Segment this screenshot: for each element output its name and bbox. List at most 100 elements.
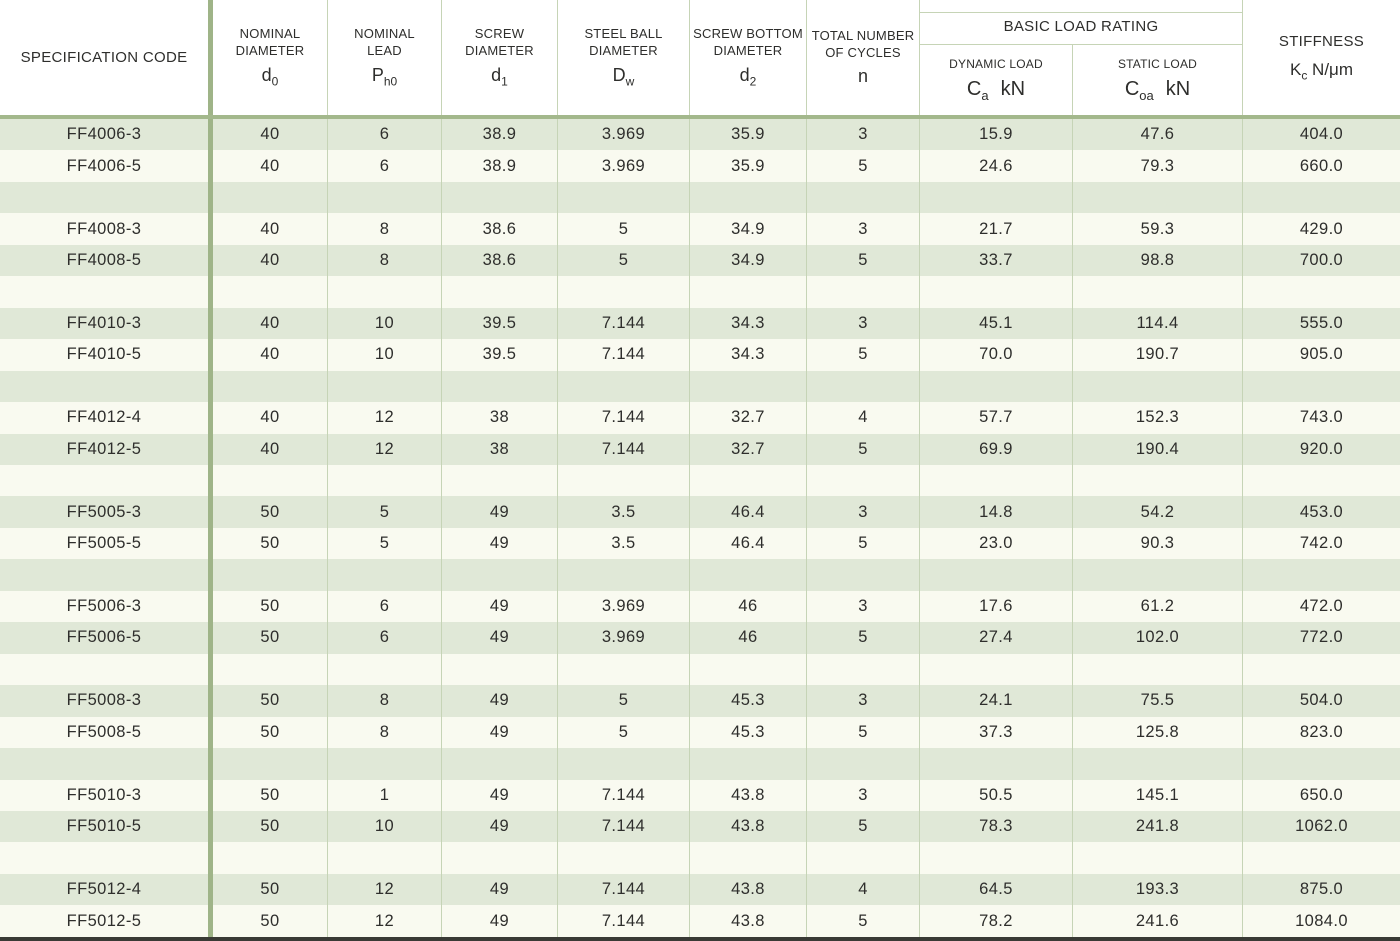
value-cell: 14.8 (920, 496, 1073, 528)
value-cell: 24.1 (920, 685, 1073, 717)
value-cell (328, 748, 442, 780)
spec-code-cell: FF4006-3 (0, 119, 213, 151)
value-cell: 33.7 (920, 244, 1073, 277)
value-cell (558, 653, 690, 686)
value-cell: 32.7 (690, 402, 807, 434)
value-cell: 743.0 (1299, 408, 1344, 427)
value-cell (558, 464, 690, 497)
value-cell (442, 559, 558, 591)
table-row: FF5005-3 50 5 49 3.5 46.4 3 14.8 54.2 453.0 (0, 496, 1400, 528)
column-header-label: NOMINAL (354, 26, 415, 42)
value-cell: 3 (807, 119, 920, 151)
table-row: FF4012-4 40 12 38 7.144 32.7 4 57.7 152.3 743.0 (0, 402, 1400, 434)
value-cell: 1084.0 (1295, 911, 1348, 930)
column-symbol: Ca kN (966, 78, 1026, 103)
spec-code-cell: FF4006-5 (0, 150, 213, 182)
value-cell: 7.144 (558, 810, 690, 843)
table-row: FF5006-3 50 6 49 3.969 46 3 17.6 61.2 472.0 (0, 590, 1400, 623)
value-cell: 12 (328, 873, 442, 906)
value-cell: 50 (213, 622, 328, 654)
value-cell: 38.9 (442, 150, 558, 182)
table-row: FF5008-3 50 8 49 5 45.3 3 24.1 75.5 504.0 (0, 685, 1400, 717)
value-cell: 40 (213, 307, 328, 340)
value-cell: 1 (328, 779, 442, 811)
value-cell: 5 (807, 339, 920, 371)
table-body: FF4006-3 40 6 38.9 3.969 35.9 3 15.9 47.6 404.0 FF… (0, 115, 1400, 941)
value-cell (213, 653, 328, 686)
value-cell (558, 181, 690, 214)
spec-code-cell (0, 653, 213, 686)
value-cell (442, 748, 558, 780)
value-cell: 8 (328, 213, 442, 245)
value-cell: 5 (807, 150, 920, 182)
table-row: FF4010-5 40 10 39.5 7.144 34.3 5 70.0 190.7 905.0 (0, 339, 1400, 371)
value-cell (442, 276, 558, 308)
column-header-label: DIAMETER (465, 43, 534, 59)
value-cell: 40 (213, 150, 328, 182)
value-cell: 5 (807, 716, 920, 749)
value-cell: 8 (328, 244, 442, 277)
value-cell (1243, 371, 1400, 402)
value-cell: 50 (213, 810, 328, 843)
value-cell (690, 181, 807, 214)
value-cell: 8 (328, 716, 442, 749)
value-cell: 50 (213, 496, 328, 528)
value-cell (328, 181, 442, 214)
column-header-label: SPECIFICATION CODE (20, 49, 188, 66)
value-cell (558, 370, 690, 403)
column-symbol: Ph0 (371, 65, 398, 89)
value-cell: 5 (807, 244, 920, 277)
table-row: FF5010-3 50 1 49 7.144 43.8 3 50.5 145.1 650.0 (0, 779, 1400, 811)
table-row: FF5008-5 50 8 49 5 45.3 5 37.3 125.8 823.0 (0, 716, 1400, 749)
value-cell (1243, 559, 1400, 590)
table-row: FF5006-5 50 6 49 3.969 46 5 27.4 102.0 772.0 (0, 622, 1400, 654)
value-cell: 34.3 (690, 307, 807, 340)
column-header-label: SCREW BOTTOM (693, 26, 803, 42)
value-cell (807, 370, 920, 403)
value-cell: 38 (442, 433, 558, 465)
value-cell (558, 559, 690, 591)
value-cell: 78.3 (920, 810, 1073, 843)
column-symbol: d1 (491, 65, 508, 89)
value-cell: 49 (442, 590, 558, 623)
spec-code-cell: FF5012-4 (0, 873, 213, 906)
column-header-nominal-lead: NOMINAL LEAD Ph0 (328, 0, 442, 115)
value-cell: 190.7 (1073, 339, 1243, 371)
value-cell: 241.6 (1073, 905, 1243, 937)
value-cell: 5 (807, 905, 920, 937)
value-cell (442, 370, 558, 403)
value-cell: 40 (213, 213, 328, 245)
spec-code-cell (0, 370, 213, 403)
value-cell: 49 (442, 622, 558, 654)
table-row: FF4006-3 40 6 38.9 3.969 35.9 3 15.9 47.6 404.0 (0, 119, 1400, 151)
column-header-nominal-diameter: NOMINAL DIAMETER d0 (213, 0, 328, 115)
value-cell: 98.8 (1073, 244, 1243, 277)
value-cell: 49 (442, 905, 558, 937)
value-cell: 3.5 (558, 496, 690, 528)
spec-code-cell: FF4012-4 (0, 402, 213, 434)
table-row: FF4006-5 40 6 38.9 3.969 35.9 5 24.6 79.3 660.0 (0, 150, 1400, 182)
column-header-steel-ball-diameter: STEEL BALL DIAMETER Dw (558, 0, 690, 115)
value-cell (213, 370, 328, 403)
value-cell (1073, 370, 1243, 403)
value-cell: 40 (213, 402, 328, 434)
value-cell (690, 748, 807, 780)
spec-code-cell (0, 276, 213, 308)
table-row: FF4012-5 40 12 38 7.144 32.7 5 69.9 190.4 920.0 (0, 433, 1400, 465)
column-symbol: n (857, 66, 868, 87)
value-cell (328, 653, 442, 686)
value-cell (1073, 464, 1243, 497)
value-cell: 6 (328, 590, 442, 623)
table-row: FF4008-3 40 8 38.6 5 34.9 3 21.7 59.3 429.0 (0, 213, 1400, 245)
spec-code-cell: FF5005-5 (0, 527, 213, 560)
value-cell (558, 276, 690, 308)
value-cell (1243, 465, 1400, 496)
value-cell (1073, 181, 1243, 214)
value-cell (328, 370, 442, 403)
value-cell: 40 (213, 433, 328, 465)
value-cell: 5 (558, 716, 690, 749)
value-cell (807, 748, 920, 780)
value-cell: 429.0 (1299, 219, 1344, 238)
value-cell: 43.8 (690, 779, 807, 811)
value-cell: 15.9 (920, 119, 1073, 151)
